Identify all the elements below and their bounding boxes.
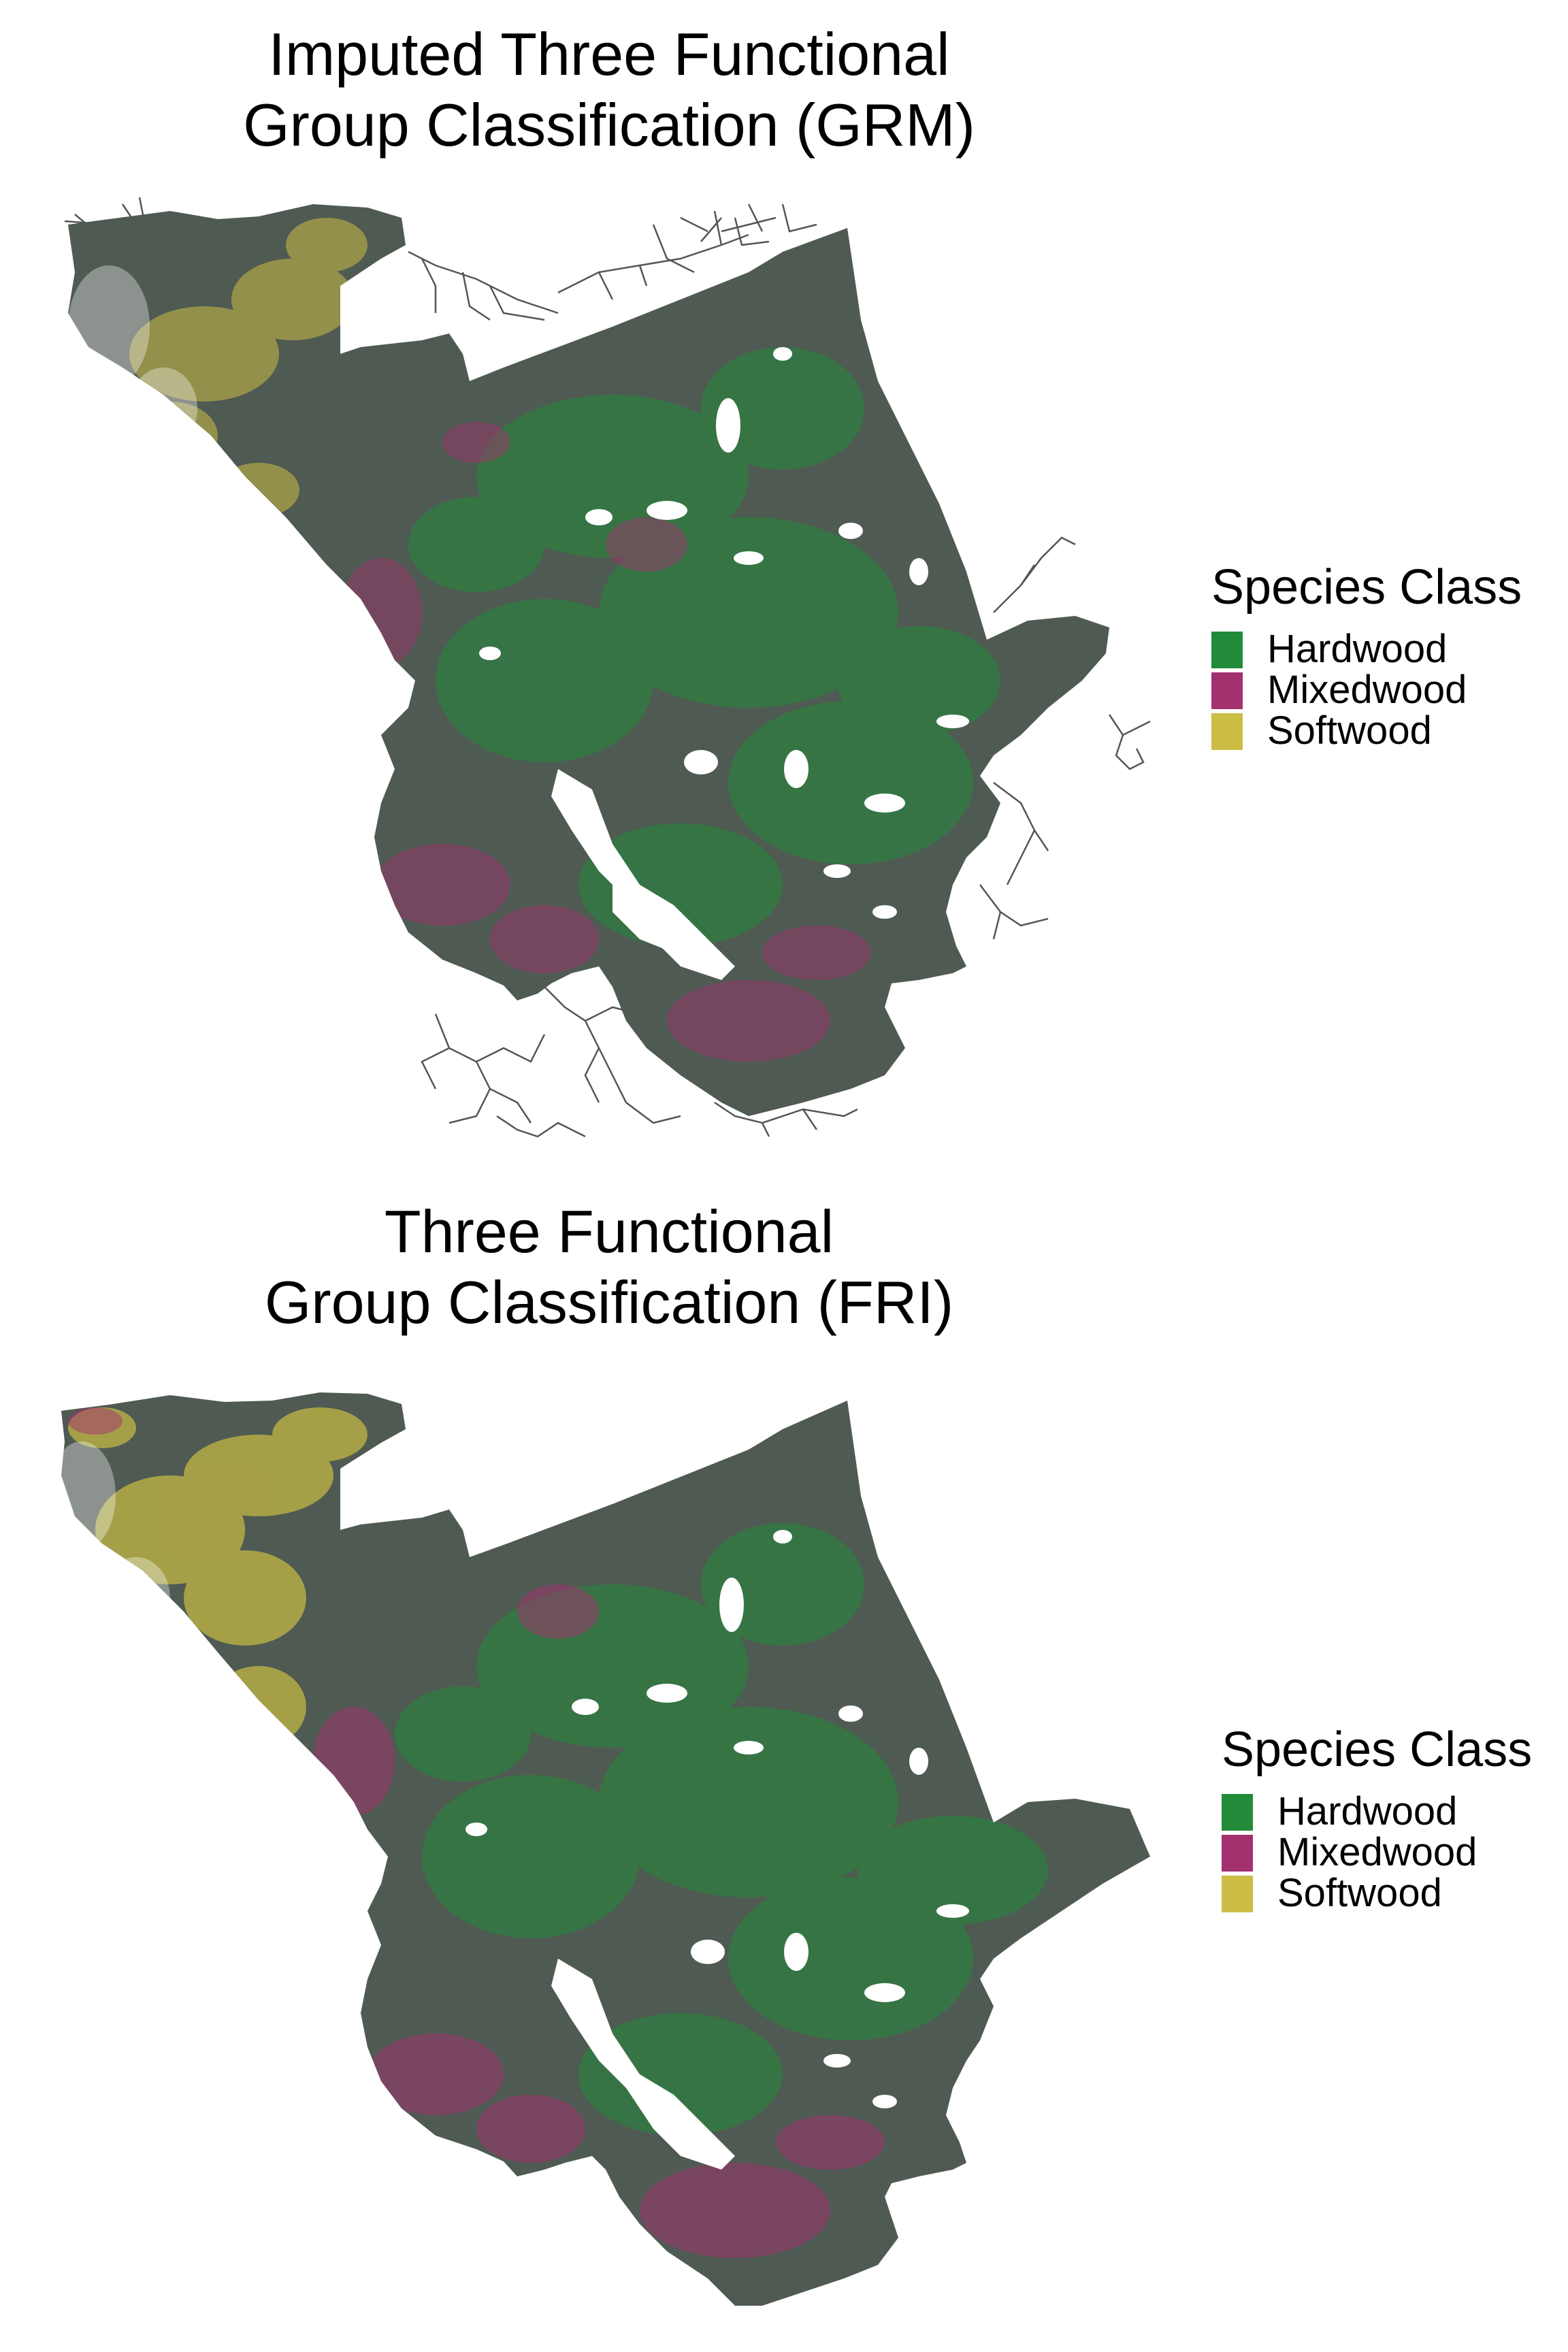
legend-swatch-mixedwood	[1211, 672, 1243, 709]
map-title-grm: Imputed Three Functional Group Classific…	[27, 19, 1191, 161]
legend-title: Species Class	[1211, 560, 1522, 615]
legend-swatch-softwood	[1211, 713, 1243, 750]
legend-item-hardwood: Hardwood	[1222, 1791, 1568, 1832]
class-patches	[61, 1407, 1048, 2258]
legend-item-mixedwood: Mixedwood	[1222, 1832, 1568, 1873]
legend-species-class: Species Class Hardwood Mixedwood Softwoo…	[1211, 558, 1568, 751]
legend-item-mixedwood: Mixedwood	[1211, 670, 1568, 710]
legend-label-hardwood: Hardwood	[1277, 1789, 1458, 1833]
legend-swatch-mixedwood	[1222, 1835, 1253, 1872]
lakes	[466, 1530, 969, 2170]
legend-item-softwood: Softwood	[1222, 1873, 1568, 1914]
legend-species-class: Species Class Hardwood Mixedwood Softwoo…	[1222, 1720, 1568, 1914]
legend-label-mixedwood: Mixedwood	[1267, 668, 1467, 712]
legend-label-hardwood: Hardwood	[1267, 627, 1448, 671]
classification-map-grm	[64, 197, 1151, 1138]
map-title-line1: Imputed Three Functional	[268, 20, 950, 88]
legend-title: Species Class	[1222, 1722, 1533, 1777]
legend-item-softwood: Softwood	[1211, 710, 1568, 751]
legend-swatch-hardwood	[1211, 632, 1243, 668]
classification-map-fri	[61, 1392, 1150, 2306]
road-network	[64, 197, 1151, 1138]
lakes	[479, 347, 969, 980]
legend-label-mixedwood: Mixedwood	[1277, 1830, 1477, 1874]
map-title-line1: Three Functional	[384, 1198, 834, 1265]
map-title-fri: Three Functional Group Classification (F…	[27, 1196, 1191, 1338]
legend-swatch-hardwood	[1222, 1794, 1253, 1831]
legend-label-softwood: Softwood	[1277, 1871, 1442, 1915]
class-patches	[68, 218, 1000, 1062]
legend-swatch-softwood	[1222, 1876, 1253, 1912]
map-panel-grm: Imputed Three Functional Group Classific…	[27, 19, 1568, 1138]
legend-label-softwood: Softwood	[1267, 708, 1432, 753]
map-title-line2: Group Classification (FRI)	[264, 1269, 954, 1336]
map-title-line2: Group Classification (GRM)	[243, 91, 975, 159]
map-panel-fri: Three Functional Group Classification (F…	[0, 1176, 1568, 2352]
legend-item-hardwood: Hardwood	[1211, 629, 1568, 670]
